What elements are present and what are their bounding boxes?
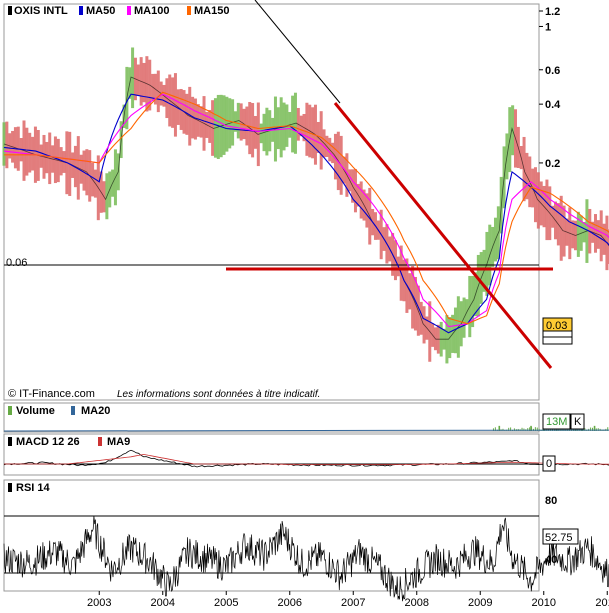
volume-bar-small (534, 427, 536, 431)
volume-bar-small (492, 428, 494, 431)
legend-swatch-ma9 (98, 437, 102, 446)
volume-bar-small (576, 428, 578, 431)
price-series-lines (3, 76, 609, 340)
price-candle (2, 122, 6, 166)
volume-bar-small (521, 427, 523, 431)
reference-line-label: 0.06 (6, 257, 27, 269)
x-tick-label: 2010 (532, 597, 556, 609)
y-tick-label: 1.2 (545, 6, 560, 18)
legend-label-volume: Volume (16, 405, 55, 417)
k-button-label: K (574, 416, 582, 428)
volume-bar-small (569, 428, 571, 431)
volume-value-box (542, 413, 571, 430)
legend-label-ma9: MA9 (107, 436, 130, 448)
legend-swatch-macd (8, 437, 12, 446)
legend-label-rsi: RSI 14 (16, 482, 51, 494)
volume-ma20-line (3, 429, 609, 432)
legend-label-oxis: OXIS INTL (14, 5, 68, 17)
macd-value-box (542, 455, 556, 472)
volume-bar-small (529, 427, 531, 431)
x-tick-label: 2003 (87, 597, 111, 609)
volume-bar (498, 425, 501, 431)
main-panel: 1.2 1 0.6 0.4 0.2 0.06 OXIS INTL MA50 MA100 … (2, 0, 609, 401)
volume-bar-small (531, 427, 533, 431)
volume-bar-small (536, 427, 538, 431)
macd-value-label: 0 (546, 458, 552, 470)
volume-bar-small (508, 427, 510, 431)
rsi-tick-label: 80 (545, 495, 557, 507)
rsi-plot-frame (3, 479, 540, 592)
x-tick-label: 2011 (595, 597, 609, 609)
series-line-ma150 (4, 91, 609, 325)
macd-panel: MACD 12 26 MA9 0 (3, 433, 609, 476)
legend-swatch-ma100 (127, 6, 131, 15)
series-line-ma50 (3, 93, 609, 334)
y-tick-label: 1 (545, 21, 551, 33)
series-line-oxis-intl (3, 76, 609, 340)
volume-panel: Volume MA20 13M K (3, 402, 609, 433)
volume-plot-frame (3, 402, 540, 433)
legend-label-ma100: MA100 (134, 5, 169, 17)
resistance-trendline-thick (333, 102, 553, 369)
volume-bar-small (513, 428, 515, 431)
copyright-label: © IT-Finance.com (8, 388, 95, 400)
volume-bar-small (527, 428, 529, 431)
long-trendline (254, 0, 341, 104)
legend-swatch-ma150 (187, 6, 191, 15)
legend-swatch-oxis (8, 6, 12, 15)
legend-swatch-volume (8, 406, 12, 415)
x-axis: 2003200420052006200720082009201020112012 (87, 591, 609, 609)
volume-value-label: 13M (546, 416, 567, 428)
x-tick-label: 2004 (151, 597, 175, 609)
x-tick-label: 2009 (468, 597, 492, 609)
volume-bar-small (561, 428, 563, 431)
k-button[interactable] (570, 413, 585, 430)
legend-swatch-rsi (8, 483, 12, 492)
rsi-series-lines (3, 515, 609, 602)
legend-swatch-ma50 (79, 6, 83, 15)
macd-plot-frame (3, 433, 540, 476)
legend-label-ma20: MA20 (81, 405, 110, 417)
rsi-panel: 80 40 RSI 14 52.75 (3, 479, 609, 602)
series-line-ma100 (3, 93, 609, 328)
main-legend: OXIS INTL MA50 MA100 MA150 (8, 5, 229, 17)
volume-bar-small (494, 427, 496, 431)
volume-bar-small (607, 427, 609, 431)
y-tick-label: 0.2 (545, 158, 560, 170)
legend-swatch-ma20 (71, 406, 75, 415)
disclaimer-label: Les informations sont données à titre in… (117, 389, 320, 400)
rsi-value-box (542, 528, 579, 545)
main-y-axis: 1.2 1 0.6 0.4 0.2 (539, 6, 561, 170)
y-tick-label: 0.4 (545, 99, 561, 111)
volume-bar-small (590, 427, 592, 431)
x-tick-label: 2008 (405, 597, 429, 609)
x-tick-label: 2006 (278, 597, 302, 609)
legend-label-macd: MACD 12 26 (16, 436, 80, 448)
current-value-label: 0.03 (546, 320, 567, 332)
legend-label-ma50: MA50 (86, 5, 115, 17)
rsi-y-axis: 80 40 (4, 495, 557, 574)
y-tick-label: 0.6 (545, 65, 560, 77)
rsi-tick-label: 40 (545, 554, 557, 566)
volume-bar-small (597, 428, 599, 431)
rsi-line (3, 515, 609, 602)
volume-bar-small (592, 427, 594, 431)
x-tick-label: 2005 (214, 597, 238, 609)
x-tick-label: 2007 (341, 597, 365, 609)
volume-bar-small (548, 428, 550, 431)
volume-bar-small (510, 427, 512, 431)
legend-label-ma150: MA150 (194, 5, 229, 17)
rsi-value-label: 52.75 (545, 532, 573, 544)
